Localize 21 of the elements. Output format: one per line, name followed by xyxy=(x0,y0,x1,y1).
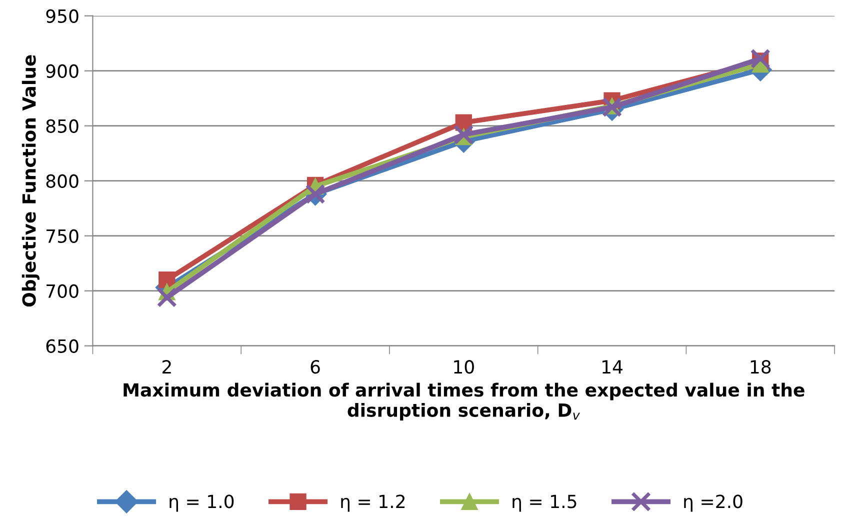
x-tick-label: 10 xyxy=(454,360,474,374)
y-tick-label: 750 xyxy=(46,229,78,243)
legend-label: η = 1.2 xyxy=(341,494,405,512)
y-axis-title: Objective Function Value xyxy=(22,55,40,307)
x-tick-label: 14 xyxy=(602,360,622,374)
point xyxy=(156,287,177,308)
legend-label: η = 1.0 xyxy=(170,494,234,512)
y-tick-label: 900 xyxy=(46,64,78,78)
y-tick-label: 950 xyxy=(46,9,78,23)
point xyxy=(454,124,474,145)
y-tick-label: 650 xyxy=(46,339,78,353)
y-tick-label: 800 xyxy=(46,174,78,188)
x-tick-label: 6 xyxy=(310,360,320,374)
y-tick-label: 700 xyxy=(46,284,78,298)
y-tick-label: 850 xyxy=(46,119,78,133)
legend-label: η =2.0 xyxy=(684,494,742,512)
x-tick-label: 2 xyxy=(162,360,171,374)
legend-label: η = 1.5 xyxy=(512,494,576,512)
point xyxy=(750,48,770,69)
x-tick-label: 18 xyxy=(750,360,771,374)
x-axis-title: Maximum deviation of arrival times from the expected value in the disruption scenario, D$_{v}$ xyxy=(124,382,804,420)
